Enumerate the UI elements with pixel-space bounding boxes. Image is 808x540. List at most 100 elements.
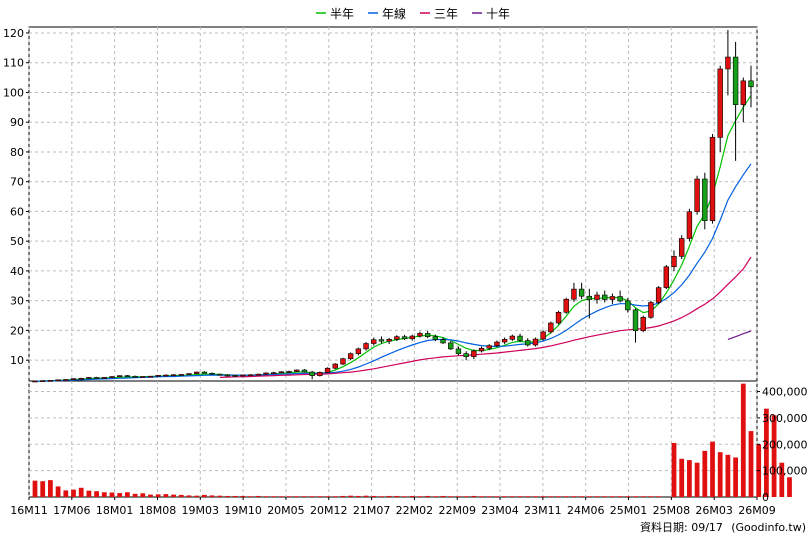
volume-bar-32 xyxy=(278,496,284,497)
candle-18 xyxy=(170,374,177,377)
price-tick-label-9: 100 xyxy=(3,86,24,99)
candle-body-13 xyxy=(132,375,138,378)
candle-body-80 xyxy=(648,302,654,318)
candle-93 xyxy=(748,65,754,108)
candle-body-89 xyxy=(717,68,723,138)
price-tick-label-8: 90 xyxy=(10,116,24,129)
price-tick-label-6: 70 xyxy=(10,176,24,189)
candle-body-33 xyxy=(286,371,292,373)
volume-bar-90 xyxy=(733,457,738,497)
volume-bar-65 xyxy=(533,496,538,497)
candle-27 xyxy=(240,374,246,377)
candle-body-59 xyxy=(486,345,492,349)
candle-17 xyxy=(163,374,169,377)
candle-28 xyxy=(247,374,254,377)
x-tick-label-8: 21M07 xyxy=(353,504,391,517)
candle-83 xyxy=(671,250,677,272)
candle-79 xyxy=(640,315,646,333)
candle-41 xyxy=(347,352,354,361)
candle-71 xyxy=(578,282,585,300)
price-tick-label-4: 50 xyxy=(10,235,24,248)
volume-bar-36 xyxy=(309,496,315,497)
candle-92 xyxy=(740,77,746,123)
volume-bar-54 xyxy=(448,496,454,497)
price-tick-label-7: 80 xyxy=(10,146,24,159)
candle-59 xyxy=(486,344,492,351)
candle-16 xyxy=(155,375,161,377)
candle-body-68 xyxy=(555,311,562,324)
candle-body-65 xyxy=(532,338,539,346)
candle-body-28 xyxy=(247,374,254,377)
volume-bar-56 xyxy=(463,496,469,497)
volume-bar-4 xyxy=(63,490,69,497)
candle-body-24 xyxy=(217,373,223,376)
candle-37 xyxy=(317,371,323,377)
candle-body-70 xyxy=(571,288,577,300)
candle-body-67 xyxy=(548,322,554,333)
candle-33 xyxy=(286,370,292,373)
candle-body-55 xyxy=(455,348,462,354)
volume-bar-61 xyxy=(502,496,508,497)
candle-body-51 xyxy=(424,333,431,337)
candle-46 xyxy=(386,337,392,345)
candle-88 xyxy=(709,134,716,224)
legend-label-3: 十年 xyxy=(486,7,510,21)
candle-9 xyxy=(101,377,107,379)
candle-body-92 xyxy=(740,80,746,105)
candle-50 xyxy=(417,331,423,338)
legend: 半年 年線 三年 十年 xyxy=(316,6,510,21)
candle-21 xyxy=(193,371,200,375)
candle-48 xyxy=(401,334,408,340)
candle-10 xyxy=(109,376,115,378)
volume-bar-74 xyxy=(602,496,608,497)
candle-45 xyxy=(378,336,385,344)
candle-82 xyxy=(663,264,669,290)
candle-body-52 xyxy=(432,336,439,340)
volume-bar-28 xyxy=(248,496,253,497)
volume-bar-15 xyxy=(148,494,153,497)
candle-body-49 xyxy=(409,335,415,340)
volume-bar-79 xyxy=(640,496,646,497)
candle-body-12 xyxy=(124,375,131,377)
candle-19 xyxy=(178,373,184,376)
candle-32 xyxy=(278,371,285,374)
candle-body-76 xyxy=(617,296,623,302)
candle-91 xyxy=(732,41,739,161)
x-axis-ticks: 16M11 17M06 18M01 18M08 19M03 19M10 20M05 20M12… xyxy=(10,497,776,517)
candle-34 xyxy=(294,369,300,373)
volume-tick-label-zero: 0 xyxy=(762,491,769,504)
x-tick-label-3: 18M08 xyxy=(139,504,177,517)
volume-bar-75 xyxy=(610,496,615,497)
volume-bar-27 xyxy=(240,495,246,497)
volume-bar-60 xyxy=(494,496,500,497)
candle-4 xyxy=(63,379,69,381)
candle-36 xyxy=(309,370,315,380)
candle-body-72 xyxy=(586,295,593,300)
candle-86 xyxy=(694,175,700,215)
candle-30 xyxy=(263,372,269,375)
volume-bar-44 xyxy=(371,495,377,497)
volume-bar-42 xyxy=(355,495,361,497)
candle-77 xyxy=(625,298,631,313)
x-tick-label-16: 26M03 xyxy=(695,504,733,517)
candle-body-15 xyxy=(147,375,154,378)
candle-2 xyxy=(47,380,54,382)
volume-bar-45 xyxy=(379,496,384,497)
candle-12 xyxy=(124,375,131,377)
candle-body-25 xyxy=(224,374,231,377)
price-axis-ticks: 10 20 30 40 50 60 70 80 90 100 110 120 xyxy=(3,27,29,367)
candle-57 xyxy=(471,349,477,359)
volume-bar-53 xyxy=(440,495,446,497)
candle-55 xyxy=(455,346,462,356)
candle-68 xyxy=(555,310,562,325)
candle-body-58 xyxy=(478,347,485,352)
x-tick-label-0: 16M11 xyxy=(10,504,48,517)
candle-0 xyxy=(32,380,38,383)
x-tick-label-11: 23M04 xyxy=(481,504,519,517)
candle-body-34 xyxy=(294,369,300,372)
candle-body-37 xyxy=(317,372,323,376)
candle-body-50 xyxy=(417,333,423,337)
candle-58 xyxy=(478,346,485,353)
candle-body-19 xyxy=(178,374,184,376)
volume-bar-3 xyxy=(55,486,61,497)
